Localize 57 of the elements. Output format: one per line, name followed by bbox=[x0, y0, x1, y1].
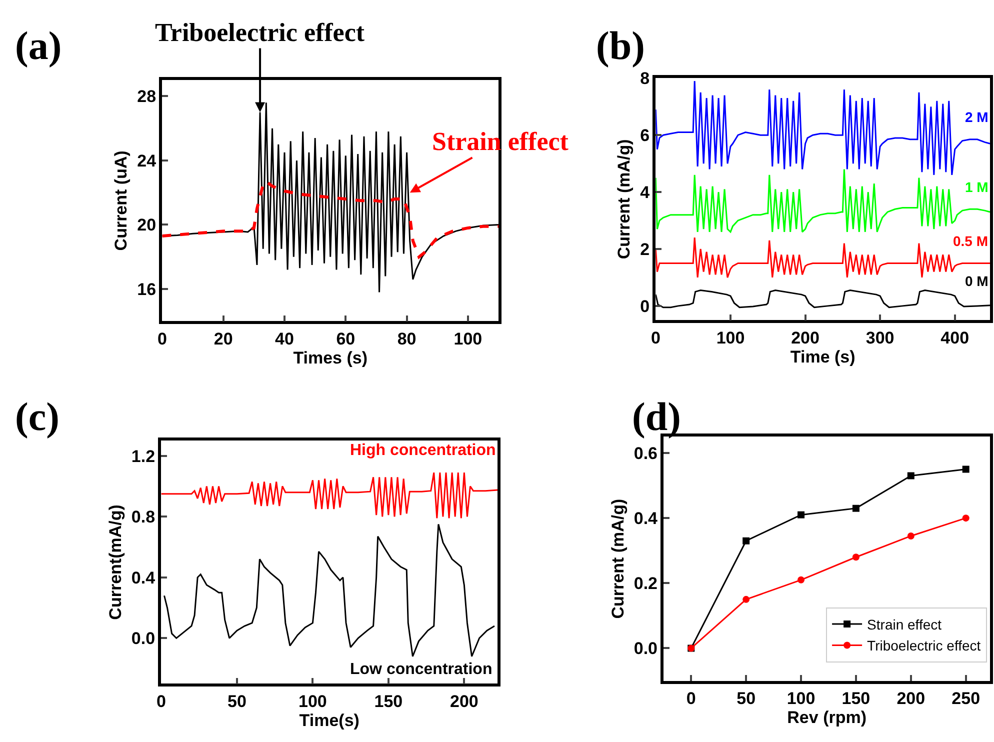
x-tick-label: 150 bbox=[842, 688, 870, 708]
series-label: Low concentration bbox=[350, 661, 492, 678]
x-tick-label: 50 bbox=[736, 688, 756, 708]
series-label: 1 M bbox=[965, 179, 988, 195]
chart-title: (b) bbox=[596, 23, 645, 68]
y-tick-label: 6 bbox=[640, 126, 650, 146]
x-tick-label: 200 bbox=[896, 688, 926, 708]
x-tick-label: 0 bbox=[686, 688, 696, 708]
series-label: High concentration bbox=[350, 442, 496, 459]
y-tick-label: 0.0 bbox=[131, 629, 156, 648]
y-tick-label: 0.0 bbox=[634, 639, 658, 658]
y-tick-label: 0.6 bbox=[634, 444, 658, 463]
x-tick-label: 100 bbox=[716, 328, 745, 348]
y-tick-label: 0 bbox=[640, 296, 650, 316]
y-axis-title: Current (mA/g) bbox=[614, 139, 634, 260]
x-axis-title: Times (s) bbox=[293, 348, 368, 368]
series-label: 2 M bbox=[965, 109, 988, 125]
chart-title: (c) bbox=[15, 394, 60, 439]
y-tick-label: 0.8 bbox=[131, 508, 156, 527]
x-axis-title: Rev (rpm) bbox=[787, 708, 867, 727]
x-tick-label: 50 bbox=[227, 692, 246, 711]
y-tick-label: 24 bbox=[137, 151, 157, 170]
y-tick-label: 0.2 bbox=[634, 574, 658, 594]
y-tick-label: 4 bbox=[640, 183, 650, 202]
x-tick-label: 60 bbox=[336, 329, 356, 348]
x-tick-label: 100 bbox=[454, 329, 482, 348]
annotation: Triboelectric effect bbox=[155, 18, 365, 47]
y-tick-label: 28 bbox=[137, 87, 156, 106]
y-tick-label: 0.4 bbox=[634, 509, 658, 528]
x-tick-label: 100 bbox=[298, 692, 327, 711]
y-tick-label: 16 bbox=[137, 280, 156, 299]
y-tick-label: 1.2 bbox=[131, 446, 156, 466]
chart-title: (a) bbox=[15, 23, 62, 68]
x-tick-label: 300 bbox=[866, 328, 894, 348]
x-tick-label: 20 bbox=[214, 329, 233, 348]
legend-label: Strain effect bbox=[867, 616, 942, 632]
x-axis-title: Time (s) bbox=[790, 347, 856, 366]
legend-label: Triboelectric effect bbox=[867, 638, 981, 654]
x-tick-label: 200 bbox=[791, 328, 820, 348]
x-tick-label: 40 bbox=[275, 329, 294, 348]
x-tick-label: 200 bbox=[450, 692, 478, 711]
series-label: 0.5 M bbox=[953, 233, 988, 249]
x-axis-title: Time(s) bbox=[299, 710, 360, 730]
y-axis-title: Current (mA/g) bbox=[608, 498, 628, 619]
chart-title: (d) bbox=[632, 394, 681, 439]
x-tick-label: 250 bbox=[952, 688, 980, 708]
y-tick-label: 8 bbox=[640, 69, 650, 88]
y-tick-label: 20 bbox=[137, 216, 156, 235]
x-tick-label: 400 bbox=[940, 328, 970, 348]
x-tick-label: 150 bbox=[374, 692, 403, 711]
series-label: 0 M bbox=[965, 273, 988, 289]
y-axis-title: Current(mA/g) bbox=[106, 504, 125, 620]
y-tick-label: 2 bbox=[640, 240, 650, 259]
y-axis-title: Current (uA) bbox=[112, 150, 131, 251]
x-tick-label: 80 bbox=[397, 329, 416, 348]
y-tick-label: 0.4 bbox=[131, 568, 156, 588]
x-tick-label: 100 bbox=[786, 688, 816, 708]
